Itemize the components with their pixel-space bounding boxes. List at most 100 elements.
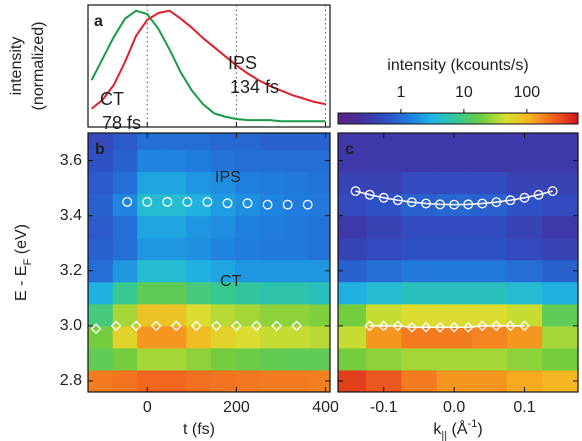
heatmap-cell	[366, 369, 402, 392]
heatmap-cell	[161, 347, 187, 371]
heatmap-cell	[506, 281, 543, 305]
heatmap-cell	[436, 171, 473, 195]
axis-label-part: k	[433, 421, 442, 438]
heatmap-cell	[210, 133, 236, 151]
data-point	[202, 196, 213, 207]
heatmap-cell	[506, 303, 543, 327]
heatmap-cell	[137, 325, 163, 349]
data-point	[378, 192, 389, 203]
data-point	[378, 320, 390, 332]
data-point	[122, 196, 133, 207]
x-tick-label: -0.1	[370, 399, 398, 416]
data-point	[291, 320, 302, 332]
heatmap-cell	[338, 215, 367, 239]
y-tick-label: 3.4	[60, 207, 82, 224]
heatmap-cell	[284, 325, 310, 349]
data-point	[421, 198, 431, 209]
heatmap-cell	[436, 303, 473, 327]
heatmap-cell	[471, 237, 508, 261]
data-point	[392, 320, 404, 332]
series-annotation: 134 fs	[230, 77, 279, 97]
heatmap-cell	[284, 237, 310, 261]
data-point	[505, 195, 516, 206]
data-point	[463, 199, 474, 210]
axis-label-part: F	[22, 258, 34, 265]
heatmap-cell	[471, 149, 508, 173]
heatmap-cell	[471, 171, 508, 195]
heatmap-cell	[88, 369, 114, 392]
x-tick-label: 0.1	[513, 399, 535, 416]
heatmap-cell	[436, 237, 473, 261]
heatmap-cell	[161, 149, 187, 173]
heatmap-cell	[186, 369, 212, 392]
panel-a-bg	[88, 5, 330, 127]
heatmap-cell	[366, 303, 402, 327]
heatmap-cell	[112, 325, 138, 349]
heatmap-cell	[161, 193, 187, 217]
heatmap-cell	[338, 133, 367, 151]
heatmap-cell	[308, 303, 330, 327]
heatmap-cell	[259, 259, 285, 283]
heatmap-cell	[210, 149, 236, 173]
heatmap-cell	[186, 149, 212, 173]
data-point	[449, 199, 460, 210]
heatmap-cell	[137, 171, 163, 195]
heatmap-cell	[506, 215, 543, 239]
heatmap-cell	[161, 303, 187, 327]
data-point	[406, 321, 418, 333]
heatmap-cell	[366, 325, 402, 349]
heatmap-cell	[401, 303, 438, 327]
heatmap-cell	[259, 149, 285, 173]
heatmap-cell	[542, 347, 578, 371]
panel-label: b	[95, 141, 105, 158]
heatmap-cell	[210, 237, 236, 261]
panel-label: a	[94, 13, 103, 30]
heatmap-cell	[401, 149, 438, 173]
heatmap-cell	[137, 347, 163, 371]
heatmap-cell	[436, 133, 473, 151]
heatmap-cell	[471, 369, 508, 392]
heatmap-cell	[186, 281, 212, 305]
heatmap-cell	[186, 303, 212, 327]
heatmap-cell	[308, 133, 330, 151]
heatmap-cell	[308, 347, 330, 371]
heatmap-cell	[161, 133, 187, 151]
data-point	[364, 189, 375, 200]
data-point	[435, 199, 446, 210]
data-point	[490, 320, 502, 332]
heatmap-cell	[401, 171, 438, 195]
heatmap-cell	[88, 215, 114, 239]
data-point	[230, 320, 242, 332]
y-tick-label: 3.6	[60, 152, 82, 169]
series-annotation: 78 fs	[102, 113, 141, 133]
heatmap-cell	[471, 347, 508, 371]
data-point	[170, 320, 182, 332]
heatmap-cell	[235, 369, 261, 392]
heatmap-cell	[186, 193, 212, 217]
heatmap-cell	[542, 303, 578, 327]
heatmap-cell	[137, 259, 163, 283]
series-line	[90, 9, 326, 123]
heatmap-cell	[338, 259, 367, 283]
data-point	[142, 196, 153, 207]
series-label: CT	[220, 273, 242, 290]
data-point	[302, 199, 313, 210]
heatmap-cell	[436, 215, 473, 239]
heatmap-cell	[308, 193, 330, 217]
heatmap-cell	[186, 237, 212, 261]
series-label: IPS	[228, 53, 257, 73]
heatmap-cell	[88, 303, 114, 327]
panel-label: c	[345, 141, 354, 158]
heatmap-cell	[210, 259, 236, 283]
heatmap-cell	[186, 259, 212, 283]
heatmap-cell	[308, 171, 330, 195]
heatmap-cell	[259, 215, 285, 239]
heatmap-cell	[542, 215, 578, 239]
heatmap-cell	[137, 149, 163, 173]
series-label: IPS	[215, 169, 241, 186]
heatmap-cell	[308, 281, 330, 305]
heatmap-cell	[112, 347, 138, 371]
heatmap-cell	[308, 215, 330, 239]
heatmap-cell	[161, 259, 187, 283]
heatmap-cell	[235, 215, 261, 239]
